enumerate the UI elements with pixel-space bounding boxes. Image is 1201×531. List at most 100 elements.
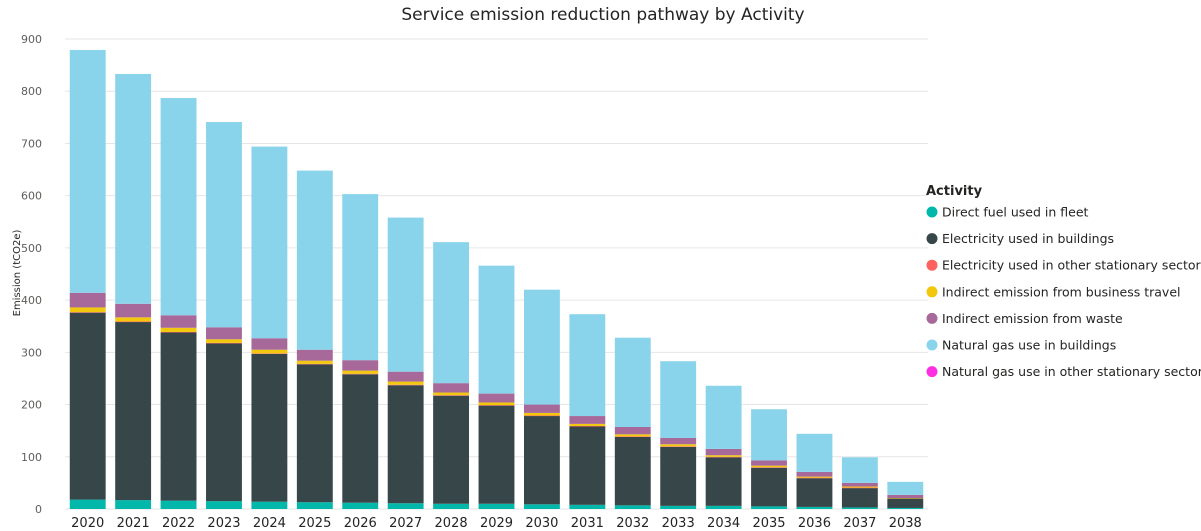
bar-segment — [887, 498, 924, 499]
legend-marker — [926, 286, 938, 298]
y-tick-label: 800 — [21, 85, 42, 98]
legend-marker — [926, 312, 938, 324]
bar-segment — [69, 312, 106, 313]
bars — [69, 49, 924, 509]
bar-stack — [751, 409, 787, 509]
bar-segment — [614, 436, 651, 437]
x-tick-label: 2034 — [707, 516, 740, 531]
bar-segment — [251, 146, 288, 339]
bar-segment — [115, 73, 152, 304]
bar-segment — [387, 385, 424, 504]
bar-segment — [296, 364, 333, 503]
y-tick-label: 400 — [21, 294, 42, 307]
bar-segment — [705, 505, 742, 509]
bar-segment — [841, 487, 878, 489]
bar-segment — [478, 503, 515, 509]
bar-segment — [433, 242, 470, 384]
bar-segment — [206, 342, 242, 344]
bar-segment — [296, 349, 333, 361]
bar-segment — [478, 393, 515, 403]
bar-segment — [478, 405, 515, 406]
bar-segment — [115, 500, 152, 509]
bar-segment — [296, 360, 333, 364]
x-tick-label: 2027 — [389, 516, 422, 531]
bar-segment — [342, 373, 379, 375]
bar-segment — [433, 395, 470, 396]
bar-segment — [206, 339, 242, 343]
bar-segment — [251, 501, 288, 509]
bar-segment — [660, 444, 697, 447]
x-tick-label: 2028 — [435, 516, 468, 531]
bar-segment — [751, 409, 787, 461]
legend-items: Direct fuel used in fleet Electricity use… — [926, 205, 1201, 379]
bar-segment — [69, 49, 106, 293]
legend-marker — [926, 206, 938, 218]
bar-segment — [296, 170, 333, 350]
bar-stack — [69, 49, 106, 509]
bar-segment — [251, 353, 288, 502]
bar-segment — [614, 436, 651, 506]
x-tick-label: 2029 — [480, 516, 513, 531]
bar-segment — [751, 460, 787, 466]
bar-segment — [796, 476, 833, 478]
bar-stack — [206, 122, 242, 509]
legend-label: Indirect emission from waste — [942, 311, 1123, 326]
bar-segment — [569, 423, 606, 426]
bar-segment — [660, 446, 697, 447]
bar-stack — [160, 98, 197, 509]
bar-segment — [569, 426, 606, 505]
legend-marker — [926, 233, 938, 245]
bar-segment — [206, 122, 242, 328]
bar-segment — [206, 327, 242, 340]
x-tick-label: 2038 — [889, 516, 922, 531]
x-tick-label: 2032 — [616, 516, 649, 531]
bar-segment — [523, 412, 560, 416]
bar-segment — [523, 404, 560, 413]
bar-stack — [387, 217, 424, 509]
y-tick-label: 500 — [21, 242, 42, 255]
bar-segment — [251, 338, 288, 350]
bar-stack — [251, 146, 288, 509]
x-tick-label: 2037 — [843, 516, 876, 531]
bar-segment — [523, 289, 560, 405]
bar-segment — [523, 415, 560, 417]
bar-segment — [296, 502, 333, 509]
bar-segment — [614, 337, 651, 428]
bar-segment — [342, 360, 379, 371]
x-tick-label: 2023 — [207, 516, 240, 531]
y-axis-ticks: 0 100 200 300 400 500 600 700 800 900 — [21, 33, 42, 516]
x-tick-label: 2033 — [662, 516, 695, 531]
x-tick-label: 2026 — [344, 516, 377, 531]
bar-segment — [251, 349, 288, 354]
bar-segment — [160, 327, 197, 332]
y-tick-label: 100 — [21, 451, 42, 464]
bar-segment — [751, 467, 787, 507]
bar-segment — [614, 505, 651, 509]
x-tick-label: 2031 — [571, 516, 604, 531]
x-axis-ticks: 2020 2021 2022 2023 2024 2025 2026 2027 2028 2029… — [71, 516, 922, 531]
bar-segment — [660, 361, 697, 438]
bar-segment — [296, 363, 333, 365]
legend-title: Activity — [926, 184, 983, 199]
bar-segment — [160, 500, 197, 509]
bar-stack — [841, 457, 878, 509]
bar-segment — [387, 384, 424, 386]
bar-segment — [115, 303, 152, 318]
bar-segment — [342, 374, 379, 503]
bar-segment — [115, 321, 152, 323]
bar-segment — [887, 498, 924, 508]
x-tick-label: 2025 — [298, 516, 331, 531]
bar-segment — [433, 392, 470, 396]
legend-marker — [926, 339, 938, 351]
bar-stack — [569, 314, 606, 509]
bar-segment — [206, 501, 242, 509]
bar-segment — [751, 506, 787, 509]
bar-segment — [614, 427, 651, 435]
bar-segment — [660, 446, 697, 506]
bar-segment — [796, 433, 833, 472]
bar-segment — [478, 265, 515, 394]
y-tick-label: 600 — [21, 190, 42, 203]
bar-segment — [69, 499, 106, 509]
bar-stack — [478, 265, 515, 509]
bar-segment — [251, 353, 288, 354]
